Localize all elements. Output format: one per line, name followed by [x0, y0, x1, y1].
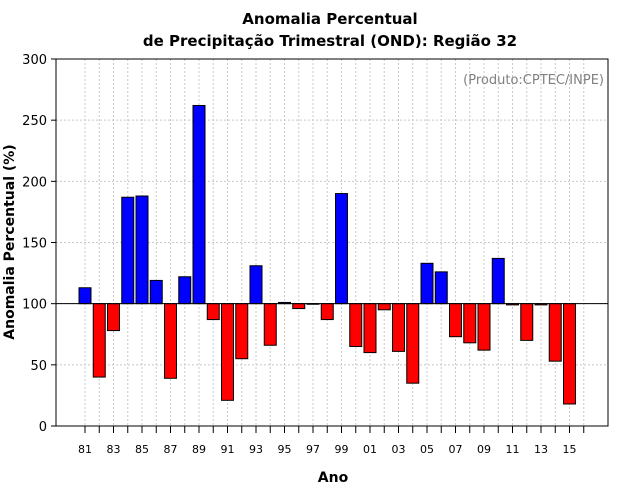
bar-03: [392, 303, 405, 352]
bar-96: [292, 303, 306, 310]
x-tick-label: 09: [477, 443, 491, 456]
y-tick-label: 50: [30, 359, 47, 374]
x-tick-label: 89: [192, 443, 206, 456]
bar-15: [563, 303, 576, 405]
bar-83: [107, 303, 120, 332]
bar-02: [377, 303, 391, 311]
x-axis: 81 83 85 87 89 91 93 95 97 99 01 03 05 07 09 11 13 15: [78, 426, 585, 456]
bar-98: [320, 303, 334, 321]
bar-85: [135, 195, 149, 305]
x-tick-label: 95: [278, 443, 292, 456]
bar-93: [249, 265, 263, 305]
chart-title-line1: Anomalia Percentual: [242, 10, 417, 28]
y-tick-label: 200: [22, 175, 47, 190]
bar-06: [434, 271, 448, 305]
x-tick-label: 83: [107, 443, 121, 456]
bar-86: [149, 279, 163, 305]
bar-88: [178, 276, 192, 305]
y-tick-label: 0: [39, 420, 47, 435]
x-tick-label: 11: [506, 443, 520, 456]
bar-05: [420, 262, 434, 305]
bar-91: [221, 303, 234, 401]
grid: [56, 59, 608, 426]
bar-00: [349, 303, 363, 347]
x-tick-label: 15: [563, 443, 577, 456]
bar-81: [78, 287, 92, 305]
bar-82: [92, 303, 106, 378]
y-tick-label: 150: [22, 237, 47, 252]
x-tick-label: 13: [534, 443, 548, 456]
y-axis-label: Anomalia Percentual (%): [2, 144, 18, 339]
bar-07: [449, 303, 462, 338]
bar-14: [548, 303, 562, 362]
bar-01: [363, 303, 377, 354]
bar-08: [463, 303, 477, 344]
x-tick-label: 01: [363, 443, 377, 456]
bar-84: [121, 196, 135, 305]
y-tick-label: 250: [22, 114, 47, 129]
bar-92: [235, 303, 249, 360]
y-tick-label: 100: [22, 298, 47, 313]
x-tick-label: 05: [420, 443, 434, 456]
y-axis: 0 50 100 150 200 250 300: [22, 53, 56, 435]
bar-12: [520, 303, 534, 341]
x-tick-label: 97: [306, 443, 320, 456]
x-tick-label: 93: [249, 443, 263, 456]
x-tick-label: 85: [135, 443, 149, 456]
x-tick-label: 81: [78, 443, 92, 456]
bar-87: [164, 303, 177, 379]
bar-10: [491, 257, 505, 305]
bar-99: [335, 193, 348, 305]
chart-credit: (Produto:CPTEC/INPE): [463, 73, 604, 88]
bar-94: [263, 303, 277, 346]
chart-title-line2: de Precipitação Trimestral (OND): Região…: [143, 32, 517, 50]
x-tick-label: 99: [335, 443, 349, 456]
bar-09: [477, 303, 491, 351]
bar-90: [206, 303, 220, 321]
bar-04: [406, 303, 420, 384]
bars: [78, 104, 576, 405]
x-tick-label: 07: [449, 443, 463, 456]
bar-89: [192, 104, 206, 305]
x-tick-label: 03: [392, 443, 406, 456]
x-axis-label: Ano: [318, 470, 349, 486]
y-tick-label: 300: [22, 53, 47, 68]
x-tick-label: 87: [164, 443, 178, 456]
x-tick-label: 91: [221, 443, 235, 456]
